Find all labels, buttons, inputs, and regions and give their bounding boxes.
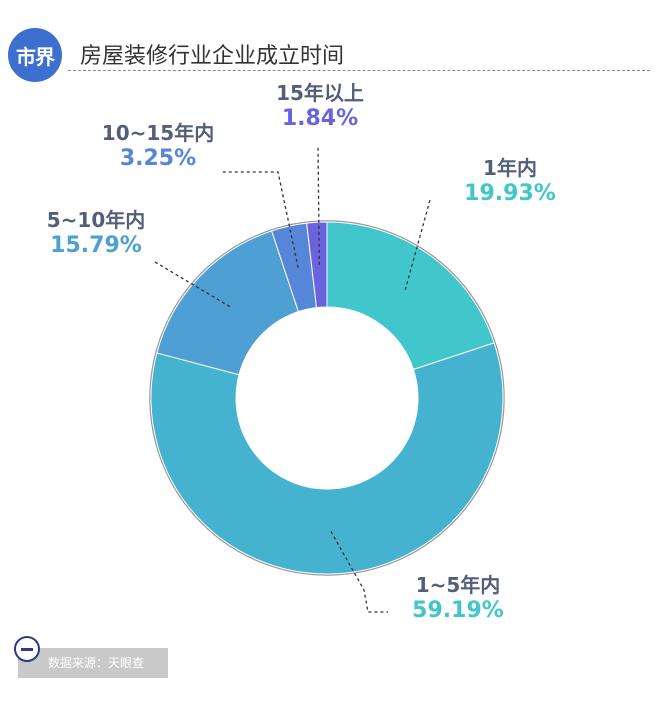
leader-line-5 (317, 145, 320, 265)
leader-line-4 (222, 171, 299, 268)
slice-1 (326, 221, 495, 371)
logo-text: 市界 (16, 44, 55, 69)
info-icon (14, 636, 40, 662)
leader-lines-group (154, 145, 431, 613)
slice-value-2: 59.19% (412, 598, 504, 623)
slice-label-1: 1年内 (483, 156, 537, 180)
slice-value-3: 15.79% (50, 233, 142, 258)
source-text: 数据来源：天眼查 (48, 656, 145, 670)
slice-value-4: 3.25% (120, 146, 196, 171)
slice-value-5: 1.84% (282, 106, 358, 131)
slice-2 (150, 342, 504, 575)
title-divider (68, 70, 650, 71)
page-title: 房屋装修行业企业成立时间 (80, 44, 345, 69)
slices-group (150, 221, 504, 575)
source-badge (18, 648, 168, 678)
leader-line-3 (154, 261, 231, 308)
logo: 市界 (8, 28, 62, 82)
slice-label-3: 5~10年内 (47, 208, 146, 232)
slice-label-2: 1~5年内 (416, 573, 501, 597)
slice-5 (306, 221, 328, 309)
slice-value-1: 19.93% (464, 181, 556, 206)
slice-label-4: 10~15年内 (102, 121, 214, 145)
leader-line-2 (330, 531, 388, 613)
outer-ring (149, 220, 505, 576)
slice-label-5: 15年以上 (276, 81, 364, 105)
